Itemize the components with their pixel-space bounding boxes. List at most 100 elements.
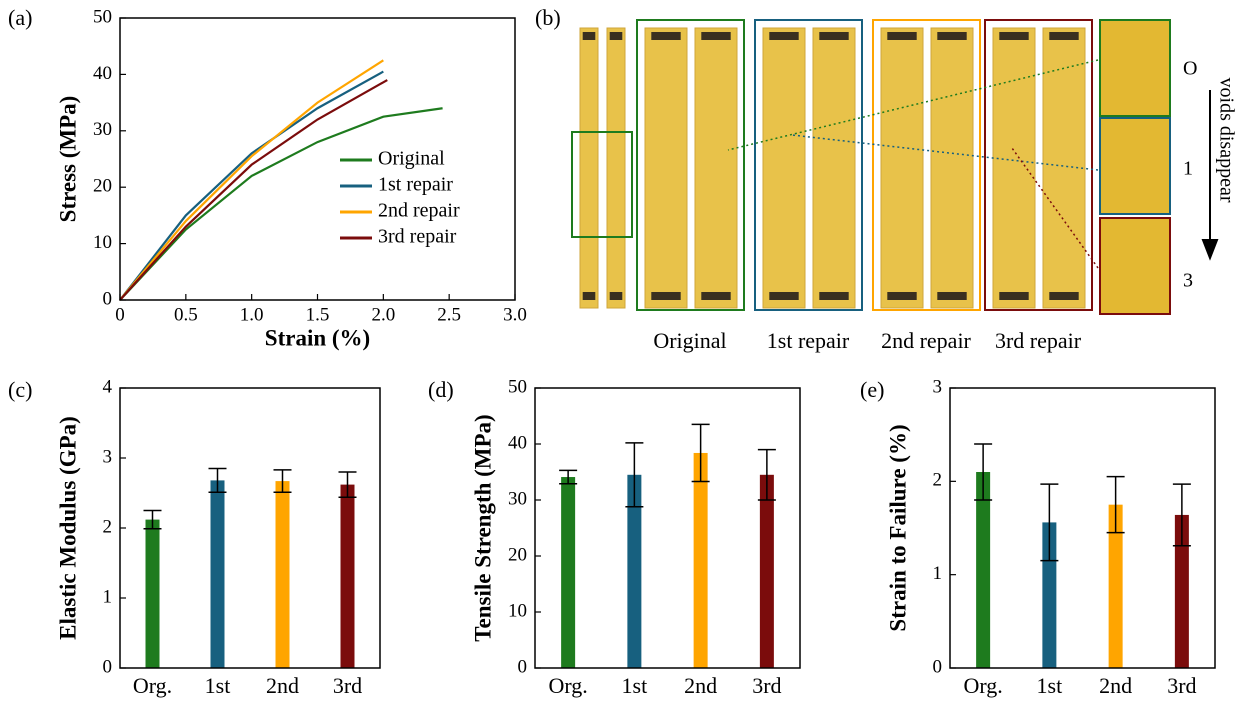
error-bar: [974, 443, 993, 501]
y-tick-label: 4: [103, 376, 113, 397]
y-tick-label: 10: [508, 600, 527, 621]
grip-mark: [769, 32, 799, 40]
inset-label: 1: [1183, 158, 1193, 180]
inset-label: O: [1183, 58, 1197, 80]
y-tick-label: 2: [103, 516, 113, 537]
panel-label: (e): [860, 377, 884, 402]
y-tick-label: 30: [508, 488, 527, 509]
specimen: [992, 27, 1036, 309]
grip-mark: [651, 32, 681, 40]
grip-mark: [887, 292, 917, 300]
pointer: [727, 59, 1099, 151]
y-axis-label: Tensile Strength (MPa): [470, 414, 495, 641]
pointer: [791, 134, 1099, 171]
x-tick-label: 1st: [1037, 673, 1063, 698]
grip-mark: [582, 292, 596, 300]
arrow: [1201, 90, 1219, 261]
specimen: [762, 27, 806, 309]
annotation: voids disappear: [1215, 78, 1237, 203]
plot-frame: [119, 387, 381, 669]
x-tick-label: 1st: [205, 673, 231, 698]
legend-label: Original: [378, 148, 445, 170]
y-tick-label: 40: [93, 63, 112, 84]
grip-mark: [609, 32, 623, 40]
panel-label: (d): [428, 377, 454, 402]
y-tick-label: 3: [933, 376, 943, 397]
y-axis-label: Strain to Failure (%): [885, 424, 910, 631]
panel-label: (b): [535, 5, 561, 30]
y-tick-label: 10: [93, 232, 112, 253]
x-tick-label: 1.5: [306, 304, 330, 325]
specimen: [880, 27, 924, 309]
specimen: [930, 27, 974, 309]
x-tick-label: 0.5: [174, 304, 198, 325]
x-axis-label: Strain (%): [265, 325, 370, 350]
error-bar: [143, 509, 162, 530]
y-tick-label: 2: [933, 470, 943, 491]
grip-mark: [701, 292, 731, 300]
error-bar: [691, 423, 710, 483]
plot-frame: [949, 387, 1216, 669]
x-tick-label: 3rd: [1167, 673, 1196, 698]
error-bar: [208, 467, 227, 494]
x-tick-label: Org.: [963, 673, 1002, 698]
y-tick-label: 1: [103, 586, 113, 607]
y-tick-label: 1: [933, 563, 943, 584]
bar: [1174, 514, 1189, 668]
y-tick-label: 30: [93, 119, 112, 140]
y-tick-label: 50: [508, 376, 527, 397]
specimen: [644, 27, 688, 309]
y-axis-label: Elastic Modulus (GPa): [55, 416, 80, 640]
grip-mark: [937, 32, 967, 40]
zoom-box: [571, 131, 633, 238]
x-tick-label: 2.0: [371, 304, 395, 325]
x-tick-label: 0: [115, 304, 125, 325]
bar: [145, 519, 160, 668]
error-bar: [1106, 475, 1125, 534]
y-tick-label: 0: [933, 656, 943, 677]
bar: [627, 474, 642, 668]
grip-mark: [887, 32, 917, 40]
inset-photo: [1099, 217, 1171, 315]
plot-frame: [119, 17, 516, 301]
x-tick-label: Org.: [548, 673, 587, 698]
grip-mark: [609, 292, 623, 300]
specimen: [694, 27, 738, 309]
photo-frame: [872, 19, 981, 311]
y-tick-label: 0: [518, 656, 528, 677]
bar: [1108, 504, 1123, 668]
error-bar: [273, 469, 292, 494]
specimen: [606, 27, 626, 309]
image-label: 2nd repair: [881, 328, 971, 353]
bar: [275, 481, 290, 668]
specimen: [812, 27, 856, 309]
bar: [976, 472, 991, 668]
y-tick-label: 0: [103, 656, 113, 677]
bar: [759, 474, 774, 668]
specimen: [579, 27, 599, 309]
photo-frame: [636, 19, 745, 311]
inset-photo: [1099, 19, 1171, 117]
inset-label: 3: [1183, 270, 1193, 292]
x-tick-label: 2.5: [437, 304, 461, 325]
error-bar: [625, 442, 644, 508]
grip-mark: [1049, 292, 1079, 300]
y-tick-label: 3: [103, 446, 113, 467]
x-tick-label: 1.0: [240, 304, 264, 325]
legend-label: 3rd repair: [378, 226, 457, 248]
series-line: [119, 70, 384, 301]
error-bar: [757, 448, 776, 501]
inset-photo: [1099, 117, 1171, 215]
photo-frame: [984, 19, 1093, 311]
y-tick-label: 20: [93, 176, 112, 197]
x-tick-label: 2nd: [266, 673, 299, 698]
specimen: [1042, 27, 1086, 309]
panel-label: (c): [8, 377, 32, 402]
bar: [340, 484, 355, 668]
panel-label: (a): [8, 5, 32, 30]
grip-mark: [1049, 32, 1079, 40]
error-bar: [1172, 483, 1191, 547]
bar: [1042, 522, 1057, 668]
series-line: [119, 59, 384, 301]
